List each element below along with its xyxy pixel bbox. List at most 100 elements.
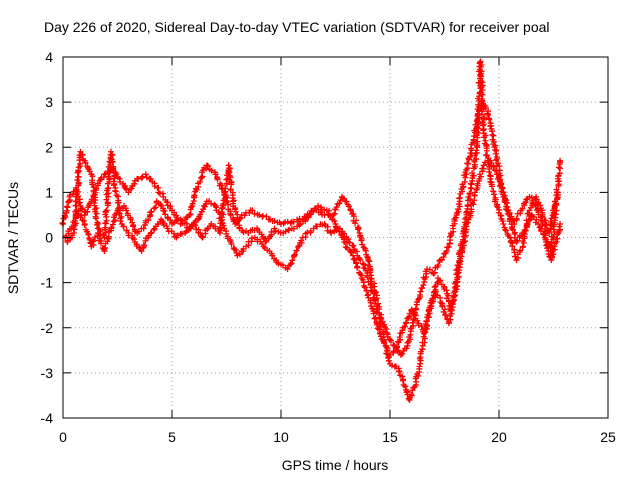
data-point-track-c [272,227,279,234]
data-point-track-a [419,284,426,291]
data-point-track-a [555,164,562,171]
data-point-track-c [453,267,460,274]
data-point-track-b [500,191,507,198]
data-point-track-c [372,314,379,321]
data-point-track-b [140,225,147,232]
data-point-track-c [331,217,338,224]
data-point-track-b [350,242,357,249]
data-point-track-c [393,343,400,350]
data-point-track-c [494,204,501,211]
data-point-track-c [547,226,554,233]
data-point-track-b [228,241,235,248]
data-point-track-b [294,243,301,250]
data-point-track-c [164,225,171,232]
data-point-track-c [380,338,387,345]
data-point-track-a [186,211,193,218]
y-tick-label: 4 [45,49,53,65]
data-point-track-c [103,207,110,214]
data-point-track-b [416,363,423,370]
x-tick-label: 10 [273,429,289,445]
data-point-track-b [380,328,387,335]
data-point-track-c [371,315,378,322]
data-point-track-c [463,209,470,216]
data-point-track-a [142,171,149,178]
data-point-track-c [491,191,498,198]
data-point-track-b [292,251,299,258]
data-point-track-c [502,226,509,233]
data-point-track-c [190,220,197,227]
data-point-track-c [465,193,472,200]
data-point-track-b [289,257,296,264]
data-point-track-b [287,261,294,268]
data-point-track-c [488,183,495,190]
data-point-track-b [291,252,298,259]
x-tick-label: 0 [59,429,67,445]
data-point-track-b [296,242,303,249]
data-point-track-c [469,169,476,176]
x-tick-label: 15 [382,429,398,445]
data-point-track-c [443,287,450,294]
data-point-track-b [202,201,209,208]
data-point-track-c [347,248,354,255]
data-point-track-b [269,252,276,259]
data-point-track-c [525,210,532,217]
data-point-track-a [345,203,352,210]
data-point-track-c [104,199,111,206]
data-point-track-b [237,251,244,258]
data-point-track-b [374,309,381,316]
data-point-track-a [131,180,138,187]
data-point-track-c [109,158,116,165]
data-point-track-c [401,323,408,330]
data-point-track-a [417,288,424,295]
data-point-track-b [324,227,331,234]
data-point-track-c [362,284,369,291]
data-point-track-c [486,168,493,175]
data-point-track-c [428,303,435,310]
data-point-track-a [388,337,395,344]
data-point-track-b [439,303,446,310]
data-point-track-c [302,218,309,225]
data-point-track-b [385,357,392,364]
data-point-track-c [475,101,482,108]
data-point-track-c [546,229,553,236]
data-point-track-c [429,295,436,302]
data-point-track-c [410,308,417,315]
data-point-track-c [425,314,432,321]
data-point-track-c [325,207,332,214]
data-point-track-c [418,323,425,330]
data-point-track-c [70,226,77,233]
data-point-track-c [499,217,506,224]
data-point-track-c [74,177,81,184]
data-point-track-c [170,230,177,237]
data-point-track-c [405,314,412,321]
data-point-track-a [343,198,350,205]
data-point-track-b [249,235,256,242]
data-point-track-b [535,220,542,227]
data-point-track-c [197,230,204,237]
data-point-track-a [204,163,211,170]
data-point-track-c [415,322,422,329]
data-point-track-c [517,247,524,254]
data-point-track-a [353,217,360,224]
data-point-track-c [82,159,89,166]
data-point-track-a [435,262,442,269]
y-tick-label: 3 [45,94,53,110]
data-point-track-c [187,225,194,232]
data-point-track-a [138,174,145,181]
data-point-track-c [423,317,430,324]
data-point-track-c [548,222,555,229]
data-point-track-c [479,103,486,110]
data-point-track-c [381,339,388,346]
y-tick-label: -2 [41,320,54,336]
data-point-track-b [162,211,169,218]
data-point-track-a [193,186,200,193]
data-point-track-a [227,210,234,217]
data-point-track-b [148,208,155,215]
data-point-track-a [440,253,447,260]
data-point-track-b [537,227,544,234]
data-point-track-c [93,210,100,217]
data-point-track-c [138,248,145,255]
data-point-track-c [327,212,334,219]
data-point-track-c [509,243,516,250]
data-point-track-a [333,204,340,211]
